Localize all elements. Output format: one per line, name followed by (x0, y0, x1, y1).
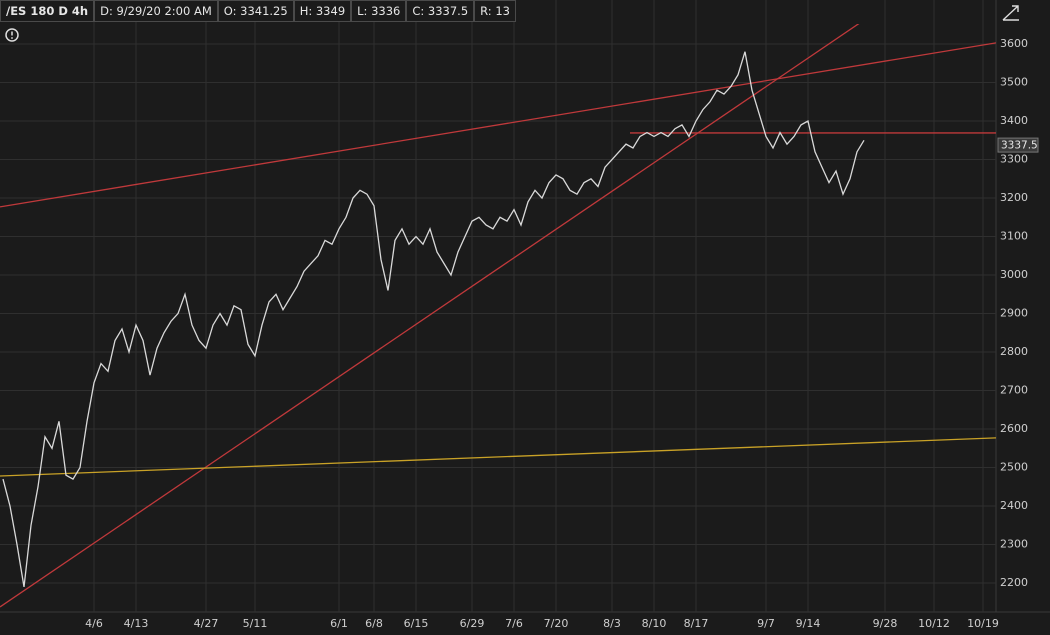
x-tick-label: 8/10 (642, 617, 667, 630)
x-tick-label: 6/29 (460, 617, 485, 630)
x-tick-label: 6/8 (365, 617, 383, 630)
y-tick-label: 3000 (1000, 268, 1028, 281)
x-tick-label: 9/28 (873, 617, 898, 630)
plot (0, 24, 996, 608)
header-bar: /ES 180 D 4h D: 9/29/20 2:00 AM O: 3341.25… (0, 0, 516, 22)
x-tick-label: 8/3 (603, 617, 621, 630)
last-price-box (997, 137, 1039, 153)
header-field: R: 13 (474, 0, 516, 22)
x-tick-label: 4/27 (194, 617, 219, 630)
y-tick-label: 3100 (1000, 230, 1028, 243)
x-tick-label: 10/12 (918, 617, 950, 630)
x-tick-label: 4/6 (85, 617, 103, 630)
x-tick-label: 6/15 (404, 617, 429, 630)
x-tick-label: 7/6 (505, 617, 523, 630)
x-tick-label: 4/13 (124, 617, 149, 630)
y-tick-label: 3400 (1000, 114, 1028, 127)
y-tick-label: 3600 (1000, 37, 1028, 50)
y-tick-label: 2600 (1000, 422, 1028, 435)
price-line (2, 51, 865, 588)
x-tick-label: 9/7 (757, 617, 775, 630)
y-tick-label: 2500 (1000, 461, 1028, 474)
x-tick-label: 6/1 (330, 617, 348, 630)
header-field: L: 3336 (351, 0, 407, 22)
x-tick-label: 5/11 (243, 617, 268, 630)
y-tick-label: 2400 (1000, 499, 1028, 512)
y-tick-label: 2900 (1000, 307, 1028, 320)
header-field: H: 3349 (293, 0, 352, 22)
header-field: O: 3341.25 (217, 0, 294, 22)
header-field: D: 9/29/20 2:00 AM (94, 0, 218, 22)
trendline (0, 437, 996, 477)
x-tick-label: 8/17 (684, 617, 709, 630)
y-tick-label: 3500 (1000, 76, 1028, 89)
y-tick-label: 2800 (1000, 345, 1028, 358)
x-tick-label: 10/19 (967, 617, 999, 630)
trendline (0, 42, 996, 208)
y-tick-label: 2200 (1000, 576, 1028, 589)
alert-icon[interactable] (5, 28, 19, 42)
expand-icon[interactable] (999, 2, 1023, 24)
grid (0, 0, 996, 612)
y-tick-label: 3200 (1000, 191, 1028, 204)
y-tick-label: 2300 (1000, 538, 1028, 551)
y-tick-label: 3300 (1000, 153, 1028, 166)
y-tick-label: 2700 (1000, 384, 1028, 397)
trendline (0, 24, 860, 608)
x-tick-label: 9/14 (796, 617, 821, 630)
x-tick-label: 7/20 (544, 617, 569, 630)
header-field: C: 3337.5 (406, 0, 475, 22)
header-field: /ES 180 D 4h (0, 0, 95, 22)
last-price-label: 3337.5 (1001, 140, 1038, 152)
